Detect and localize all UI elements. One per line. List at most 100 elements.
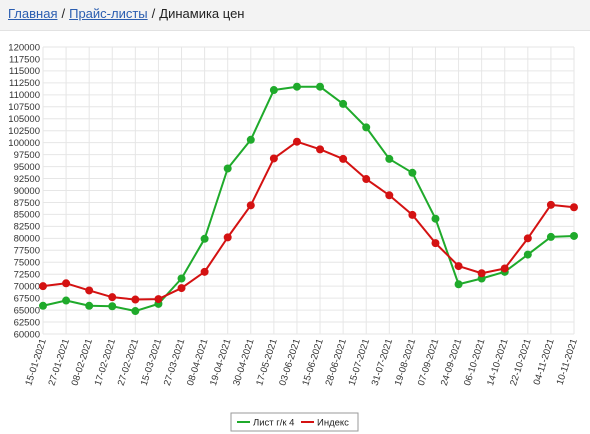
y-tick-label: 60000	[14, 329, 40, 340]
series-1-point[interactable]	[131, 307, 140, 316]
breadcrumb-current: Динамика цен	[159, 6, 245, 21]
series-2-point[interactable]	[339, 154, 348, 163]
series-2-point[interactable]	[131, 295, 140, 304]
x-tick-label: 15-01-2021	[23, 338, 48, 388]
series-2-point[interactable]	[500, 264, 509, 273]
x-tick-label: 30-04-2021	[231, 338, 256, 388]
y-tick-label: 90000	[14, 186, 40, 197]
series-1-point[interactable]	[546, 232, 555, 241]
y-tick-label: 95000	[14, 162, 40, 173]
series-1-point[interactable]	[316, 82, 325, 91]
series-2-point[interactable]	[85, 286, 94, 295]
y-tick-label: 87500	[14, 198, 40, 209]
y-tick-label: 65000	[14, 305, 40, 316]
series-1-point[interactable]	[570, 231, 578, 240]
y-tick-label: 85000	[14, 210, 40, 221]
series-1-point[interactable]	[454, 280, 463, 289]
y-tick-label: 82500	[14, 222, 40, 233]
series-2-point[interactable]	[523, 234, 532, 243]
legend-box	[230, 412, 359, 432]
series-1-point[interactable]	[223, 164, 232, 173]
x-tick-label: 15-03-2021	[139, 338, 164, 388]
breadcrumb-home-link[interactable]: Главная	[8, 6, 58, 21]
series-2-point[interactable]	[546, 200, 555, 209]
series-1-point[interactable]	[385, 154, 394, 163]
breadcrumb-separator: /	[151, 6, 156, 21]
series-2-point[interactable]	[477, 269, 486, 278]
legend-label-2[interactable]: Индекс	[317, 417, 349, 428]
chart-series-points	[39, 82, 578, 316]
series-1-point[interactable]	[62, 296, 71, 305]
series-line-1	[42, 85, 575, 313]
x-tick-label: 31-07-2021	[370, 338, 395, 388]
series-1-point[interactable]	[362, 123, 371, 132]
series-2-point[interactable]	[200, 267, 209, 276]
series-1-point[interactable]	[431, 214, 440, 223]
series-1-point[interactable]	[246, 135, 255, 144]
series-1-point[interactable]	[108, 302, 117, 311]
series-2-point[interactable]	[316, 145, 325, 154]
x-tick-label: 27-03-2021	[162, 338, 187, 388]
breadcrumb-price-lists-link[interactable]: Прайс-листы	[69, 6, 148, 21]
x-tick-label: 17-05-2021	[254, 338, 279, 388]
y-tick-label: 120000	[8, 42, 40, 53]
series-2-point[interactable]	[246, 201, 255, 210]
series-1-point[interactable]	[269, 86, 278, 95]
chart-series-lines	[42, 85, 575, 313]
y-tick-label: 110000	[9, 90, 40, 101]
series-2-point[interactable]	[570, 203, 578, 212]
series-1-point[interactable]	[523, 250, 532, 259]
series-1-point[interactable]	[408, 168, 417, 177]
y-axis-ticks: 6000062500650006750070000725007500077500…	[8, 42, 40, 340]
series-1-point[interactable]	[177, 274, 186, 283]
y-tick-label: 112500	[9, 78, 40, 89]
series-2-point[interactable]	[431, 239, 440, 248]
y-tick-label: 75000	[14, 258, 40, 269]
series-2-point[interactable]	[292, 137, 301, 146]
x-tick-label: 08-02-2021	[70, 338, 95, 388]
series-line-2	[42, 140, 575, 301]
series-1-point[interactable]	[39, 301, 47, 310]
series-2-point[interactable]	[454, 262, 463, 271]
x-tick-label: 07-09-2021	[416, 338, 441, 388]
breadcrumb-bar: Главная / Прайс-листы / Динамика цен	[0, 0, 590, 31]
y-tick-label: 100000	[8, 138, 40, 149]
series-2-point[interactable]	[223, 233, 232, 242]
series-2-point[interactable]	[269, 154, 278, 163]
y-tick-label: 102500	[8, 126, 40, 137]
series-2-point[interactable]	[385, 191, 394, 200]
y-tick-label: 97500	[14, 150, 40, 161]
y-tick-label: 117500	[9, 54, 40, 65]
x-tick-label: 06-10-2021	[462, 338, 487, 388]
x-tick-label: 19-04-2021	[208, 338, 233, 388]
series-2-point[interactable]	[108, 293, 117, 302]
x-tick-label: 14-10-2021	[485, 338, 510, 388]
x-tick-label: 19-08-2021	[393, 338, 418, 388]
x-tick-label: 15-07-2021	[347, 338, 372, 388]
series-2-point[interactable]	[39, 282, 47, 291]
x-tick-label: 08-04-2021	[185, 338, 210, 388]
series-2-point[interactable]	[62, 279, 71, 288]
y-tick-label: 105000	[8, 114, 40, 125]
series-1-point[interactable]	[200, 234, 209, 243]
y-tick-label: 77500	[14, 246, 40, 257]
legend-label-1[interactable]: Лист г/к 4	[253, 417, 294, 428]
series-1-point[interactable]	[85, 301, 94, 310]
series-2-point[interactable]	[177, 284, 186, 293]
y-tick-label: 67500	[14, 293, 40, 304]
series-2-point[interactable]	[408, 210, 417, 219]
y-tick-label: 107500	[8, 102, 40, 113]
y-tick-label: 70000	[14, 281, 40, 292]
chart-grid	[42, 46, 575, 335]
y-tick-label: 80000	[14, 234, 40, 245]
series-2-point[interactable]	[362, 175, 371, 184]
series-2-point[interactable]	[154, 295, 163, 304]
y-tick-label: 72500	[14, 270, 40, 281]
y-tick-label: 62500	[14, 317, 40, 328]
series-1-point[interactable]	[339, 99, 348, 108]
chart-legend[interactable]: Лист г/к 4 Индекс	[230, 412, 359, 432]
y-tick-label: 92500	[14, 174, 40, 185]
breadcrumb-separator: /	[61, 6, 66, 21]
series-1-point[interactable]	[292, 82, 301, 91]
